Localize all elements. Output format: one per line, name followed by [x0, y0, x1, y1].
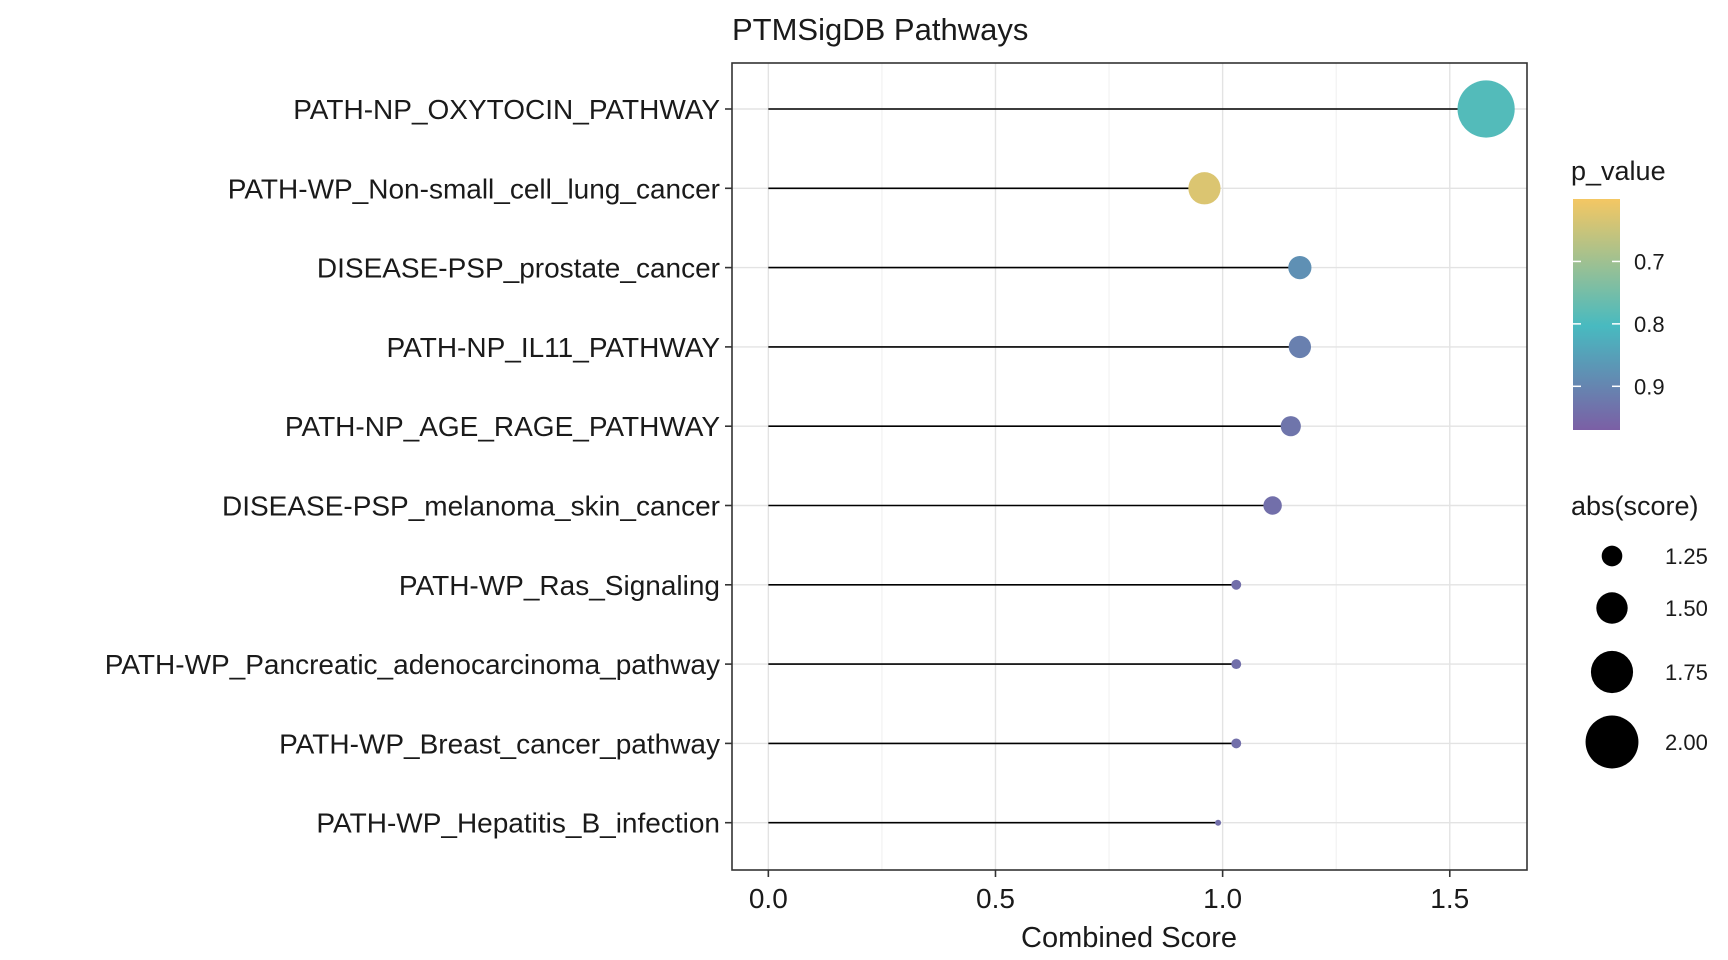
lollipop-dot	[1280, 416, 1301, 437]
abs-score-legend-title: abs(score)	[1571, 491, 1699, 521]
lollipop-dot	[1263, 496, 1282, 515]
colorbar-tick-label: 0.9	[1634, 374, 1665, 399]
category-label: PATH-WP_Breast_cancer_pathway	[279, 728, 720, 759]
lollipop-dot	[1457, 80, 1515, 138]
size-legend-label: 2.00	[1665, 730, 1708, 755]
size-legend-label: 1.25	[1665, 544, 1708, 569]
colorbar-tick-label: 0.7	[1634, 249, 1665, 274]
size-legend-label: 1.75	[1665, 660, 1708, 685]
lollipop-dot	[1288, 335, 1312, 359]
category-label: PATH-NP_IL11_PATHWAY	[387, 332, 721, 363]
category-label: PATH-NP_AGE_RAGE_PATHWAY	[285, 411, 720, 442]
lollipop-dot	[1231, 659, 1242, 670]
lollipop-dots	[1188, 80, 1515, 826]
size-legend-dot	[1596, 592, 1628, 624]
colorbar-tick-label: 0.8	[1634, 312, 1665, 337]
size-legend-dot	[1585, 715, 1639, 769]
category-label: DISEASE-PSP_melanoma_skin_cancer	[222, 491, 720, 522]
category-label: PATH-NP_OXYTOCIN_PATHWAY	[293, 94, 720, 125]
lollipop-dot	[1188, 172, 1221, 205]
x-tick-label: 0.5	[976, 883, 1015, 914]
x-tick-label: 1.5	[1430, 883, 1469, 914]
colorbar-ticks: 0.7 0.8 0.9	[1573, 249, 1665, 399]
x-axis-ticks: 0.0 0.5 1.0 1.5	[749, 870, 1469, 914]
plot-grid	[732, 63, 1527, 870]
size-legend-label: 1.50	[1665, 596, 1708, 621]
category-label: PATH-WP_Non-small_cell_lung_cancer	[228, 173, 720, 204]
abs-score-legend: abs(score) 1.25 1.50 1.75 2.00	[1571, 491, 1708, 769]
x-axis-title: Combined Score	[1021, 922, 1237, 954]
p-value-legend-title: p_value	[1571, 156, 1666, 186]
category-axis-labels: PATH-NP_OXYTOCIN_PATHWAY PATH-WP_Non-smal…	[105, 94, 732, 839]
p-value-colorbar	[1573, 199, 1620, 430]
lollipop-dot	[1231, 579, 1242, 590]
size-legend-keys: 1.25 1.50 1.75 2.00	[1585, 544, 1708, 769]
chart-title: PTMSigDB Pathways	[732, 12, 1028, 47]
category-label: PATH-WP_Hepatitis_B_infection	[316, 808, 720, 839]
lollipop-dot	[1231, 738, 1242, 749]
lollipop-dot	[1215, 819, 1222, 826]
category-label: PATH-WP_Ras_Signaling	[399, 570, 720, 601]
category-label: PATH-WP_Pancreatic_adenocarcinoma_pathwa…	[105, 649, 720, 680]
size-legend-dot	[1590, 650, 1634, 694]
x-tick-label: 0.0	[749, 883, 788, 914]
p-value-legend: p_value 0.7 0.8 0.9	[1571, 156, 1666, 430]
lollipop-stems	[768, 108, 1487, 824]
size-legend-dot	[1601, 545, 1623, 567]
category-label: DISEASE-PSP_prostate_cancer	[317, 253, 720, 284]
x-tick-label: 1.0	[1203, 883, 1242, 914]
plot-panel-border	[731, 62, 1528, 871]
lollipop-dot	[1288, 255, 1312, 280]
